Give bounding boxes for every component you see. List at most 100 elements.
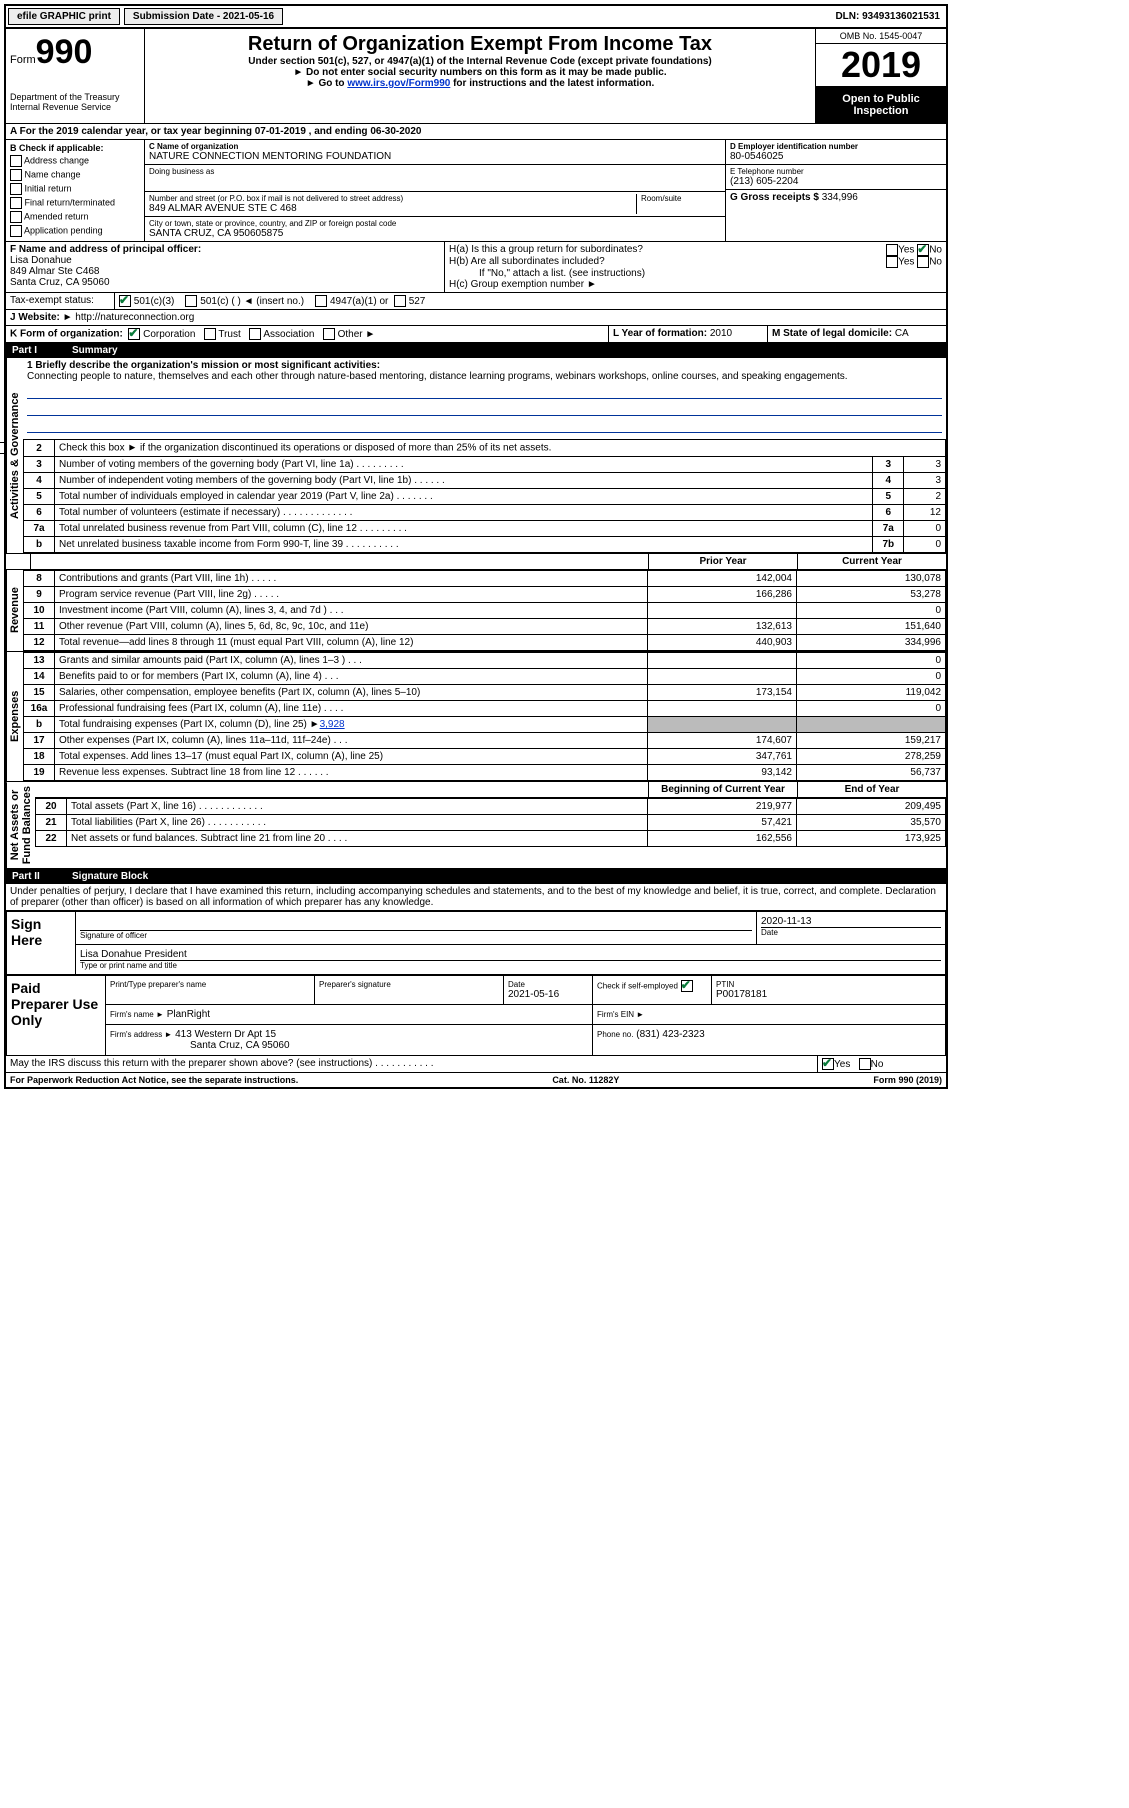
hb-yes[interactable]: Yes <box>886 256 914 268</box>
vlabel-exp: Expenses <box>6 652 23 781</box>
opt-501c[interactable]: 501(c) ( ) ◄ (insert no.) <box>185 296 304 307</box>
dba-label: Doing business as <box>149 167 721 176</box>
val-16b[interactable]: 3,928 <box>320 719 345 730</box>
checkbox-icon <box>10 155 22 167</box>
discuss-no[interactable]: No <box>859 1059 884 1070</box>
checkbox-icon <box>394 295 406 307</box>
val-14c: 0 <box>797 669 946 685</box>
checkbox-icon <box>249 328 261 340</box>
checkbox-icon <box>886 256 898 268</box>
form-number: Form990 <box>10 33 140 72</box>
h-c: H(c) Group exemption number ► <box>449 279 942 290</box>
irs-link[interactable]: www.irs.gov/Form990 <box>347 78 450 89</box>
dln-value: 93493136021531 <box>862 11 940 22</box>
checkbox-icon <box>10 197 22 209</box>
col-boy: Beginning of Current Year <box>648 782 797 797</box>
line-4: Number of independent voting members of … <box>55 473 873 489</box>
val-10c: 0 <box>797 603 946 619</box>
opt-527[interactable]: 527 <box>394 296 425 307</box>
box-c-label: C Name of organization <box>149 142 721 151</box>
officer-addr2: Santa Cruz, CA 95060 <box>10 277 440 288</box>
hb-no[interactable]: No <box>917 256 942 268</box>
check-pending[interactable]: Application pending <box>10 224 140 238</box>
opt-501c3[interactable]: 501(c)(3) <box>119 296 174 307</box>
city-label: City or town, state or province, country… <box>149 219 721 228</box>
val-7b: 0 <box>904 537 946 553</box>
check-initial[interactable]: Initial return <box>10 182 140 196</box>
val-10p <box>648 603 797 619</box>
line-20: Total assets (Part X, line 16) . . . . .… <box>67 799 648 815</box>
open-public: Open to Public Inspection <box>816 87 946 123</box>
h-note: If "No," attach a list. (see instruction… <box>449 268 942 279</box>
form-num: 990 <box>36 33 93 71</box>
checkbox-icon <box>119 295 131 307</box>
line-16a: Professional fundraising fees (Part IX, … <box>55 701 648 717</box>
opt-trust[interactable]: Trust <box>204 329 241 340</box>
opt-corp[interactable]: Corporation <box>128 329 195 340</box>
val-8p: 142,004 <box>648 571 797 587</box>
city: SANTA CRUZ, CA 950605875 <box>149 228 721 239</box>
chk-label: Name change <box>25 169 81 179</box>
line-21: Total liabilities (Part X, line 26) . . … <box>67 815 648 831</box>
line-7b: Net unrelated business taxable income fr… <box>55 537 873 553</box>
val-9c: 53,278 <box>797 587 946 603</box>
val-4: 3 <box>904 473 946 489</box>
line-7a: Total unrelated business revenue from Pa… <box>55 521 873 537</box>
check-name[interactable]: Name change <box>10 168 140 182</box>
line-10: Investment income (Part VIII, column (A)… <box>55 603 648 619</box>
chk-label: Address change <box>24 155 89 165</box>
box-j-label: J Website: ► <box>10 312 73 323</box>
line-22: Net assets or fund balances. Subtract li… <box>67 831 648 847</box>
subtitle-3: ► Go to www.irs.gov/Form990 for instruct… <box>149 78 811 89</box>
check-amended[interactable]: Amended return <box>10 210 140 224</box>
line-14: Benefits paid to or for members (Part IX… <box>55 669 648 685</box>
checkbox-icon <box>128 328 140 340</box>
line-5: Total number of individuals employed in … <box>55 489 873 505</box>
box-m-label: M State of legal domicile: <box>772 328 892 339</box>
line-2: Check this box ► if the organization dis… <box>55 440 946 457</box>
firm-ein-label: Firm's EIN ► <box>597 1010 644 1019</box>
check-address[interactable]: Address change <box>10 154 140 168</box>
paid-preparer-label: Paid Preparer Use Only <box>7 976 106 1056</box>
checkbox-icon <box>315 295 327 307</box>
line-15: Salaries, other compensation, employee b… <box>55 685 648 701</box>
mission-label: 1 Briefly describe the organization's mi… <box>27 360 942 371</box>
box-l-label: L Year of formation: <box>613 328 707 339</box>
val-7a: 0 <box>904 521 946 537</box>
checkbox-icon <box>917 244 929 256</box>
box-b: B Check if applicable: Address change Na… <box>6 140 145 241</box>
col-prior: Prior Year <box>648 554 797 569</box>
opt-4947[interactable]: 4947(a)(1) or <box>315 296 388 307</box>
sig-officer-label: Signature of officer <box>80 931 752 940</box>
checkbox-icon[interactable] <box>0 442 6 454</box>
line-13: Grants and similar amounts paid (Part IX… <box>55 653 648 669</box>
ha-yes[interactable]: Yes <box>886 244 914 256</box>
dln: DLN: 93493136021531 <box>829 9 946 24</box>
val-8c: 130,078 <box>797 571 946 587</box>
val-5: 2 <box>904 489 946 505</box>
omb-number: OMB No. 1545-0047 <box>816 29 946 44</box>
ptin-label: PTIN <box>716 980 941 989</box>
val-20p: 219,977 <box>648 799 797 815</box>
opt-assoc[interactable]: Association <box>249 329 314 340</box>
officer-name: Lisa Donahue <box>10 255 440 266</box>
discuss-yes[interactable]: Yes <box>822 1059 850 1070</box>
col-current: Current Year <box>797 554 946 569</box>
checkbox-icon <box>917 256 929 268</box>
h-a: H(a) Is this a group return for subordin… <box>449 244 886 256</box>
part2-title: Signature Block <box>72 871 148 882</box>
ha-no[interactable]: No <box>917 244 942 256</box>
opt-other[interactable]: Other ► <box>323 329 375 340</box>
checkbox-icon[interactable] <box>681 980 693 992</box>
efile-button[interactable]: efile GRAPHIC print <box>8 8 120 25</box>
check-final[interactable]: Final return/terminated <box>10 196 140 210</box>
val-20c: 209,495 <box>797 799 946 815</box>
box-i-label: Tax-exempt status: <box>6 293 115 309</box>
checkbox-icon <box>10 169 22 181</box>
chk-label: Application pending <box>24 225 103 235</box>
checkbox-icon <box>323 328 335 340</box>
line-19: Revenue less expenses. Subtract line 18 … <box>55 765 648 781</box>
val-13p <box>648 653 797 669</box>
form-header: Form990 Department of the Treasury Inter… <box>6 29 946 124</box>
checkbox-icon <box>204 328 216 340</box>
